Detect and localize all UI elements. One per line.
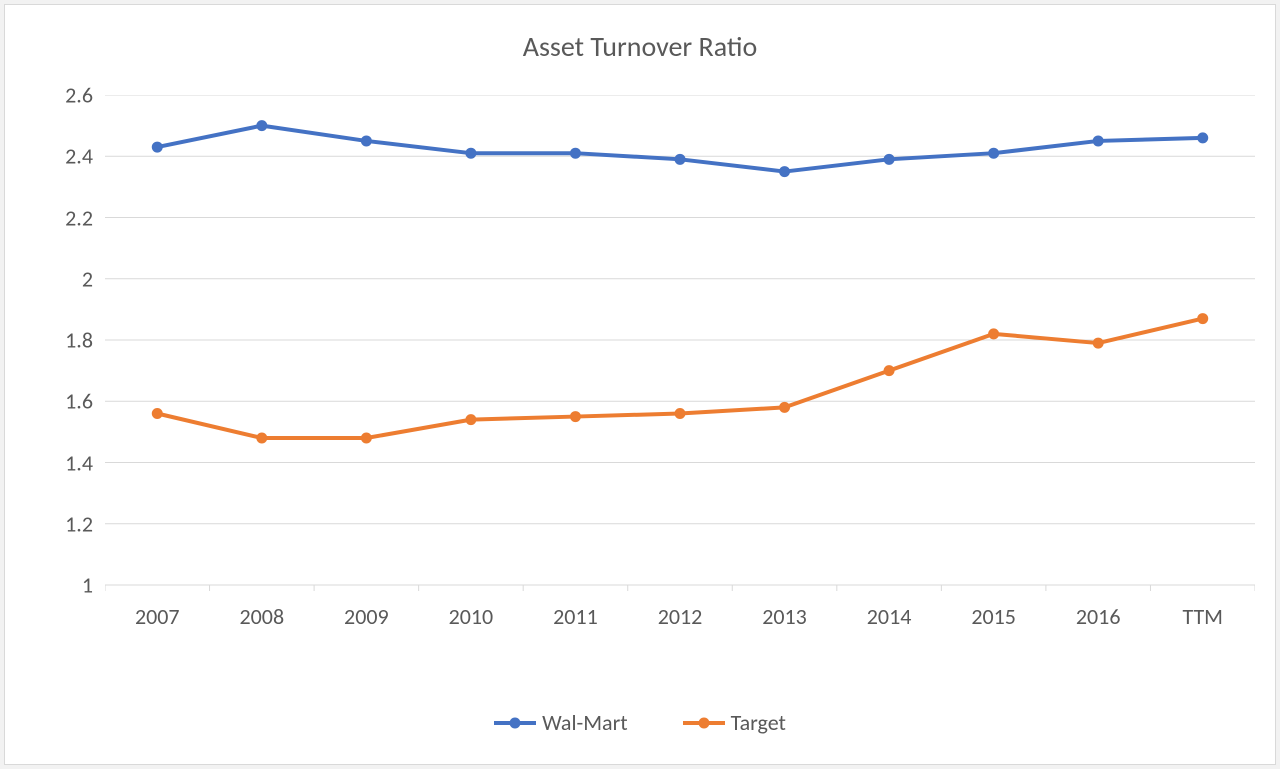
legend-swatch <box>683 716 725 730</box>
series-marker <box>780 167 790 177</box>
series-marker <box>570 148 580 158</box>
legend-item: Wal-Mart <box>494 709 628 736</box>
legend-label: Wal-Mart <box>542 709 628 736</box>
series-marker <box>989 329 999 339</box>
series-marker <box>1198 314 1208 324</box>
series-marker <box>361 136 371 146</box>
x-axis-label: 2008 <box>240 603 285 630</box>
chart-title: Asset Turnover Ratio <box>5 29 1275 64</box>
series-marker <box>257 121 267 131</box>
x-axis-label: 2011 <box>553 603 598 630</box>
y-axis-label: 2.4 <box>65 143 93 170</box>
y-axis-label: 2 <box>82 265 93 292</box>
series-marker <box>884 154 894 164</box>
legend-swatch <box>494 716 536 730</box>
x-axis-label: 2016 <box>1076 603 1121 630</box>
series-marker <box>1093 136 1103 146</box>
series-marker <box>780 402 790 412</box>
page-background: Asset Turnover Ratio Wal-Mart Target 1 1.2… <box>0 0 1280 769</box>
x-axis-label: 2015 <box>971 603 1016 630</box>
legend-item: Target <box>683 709 786 736</box>
series-marker <box>675 154 685 164</box>
plot-area <box>105 95 1255 585</box>
y-axis-label: 1.4 <box>65 449 93 476</box>
series-marker <box>884 366 894 376</box>
series-marker <box>675 409 685 419</box>
series-marker <box>361 433 371 443</box>
series-marker <box>1093 338 1103 348</box>
y-axis-label: 1.6 <box>65 388 93 415</box>
y-axis-label: 1 <box>82 572 93 599</box>
y-axis-label: 2.2 <box>65 204 93 231</box>
x-axis-label: 2007 <box>135 603 180 630</box>
legend-dot-icon <box>698 717 709 728</box>
x-axis-label: TTM <box>1182 603 1223 630</box>
y-axis-label: 2.6 <box>65 82 93 109</box>
series-marker <box>257 433 267 443</box>
x-axis-label: 2014 <box>867 603 912 630</box>
chart-card: Asset Turnover Ratio Wal-Mart Target 1 1.2… <box>4 4 1276 765</box>
x-axis-label: 2013 <box>762 603 807 630</box>
series-marker <box>1198 133 1208 143</box>
series-line <box>157 319 1202 438</box>
series-marker <box>466 148 476 158</box>
x-axis-label: 2012 <box>658 603 703 630</box>
y-axis-label: 1.2 <box>65 510 93 537</box>
legend-label: Target <box>731 709 786 736</box>
x-axis-label: 2010 <box>449 603 494 630</box>
chart-svg <box>105 95 1255 593</box>
x-axis-label: 2009 <box>344 603 389 630</box>
legend: Wal-Mart Target <box>5 709 1275 736</box>
y-axis-label: 1.8 <box>65 327 93 354</box>
series-marker <box>989 148 999 158</box>
series-marker <box>152 142 162 152</box>
series-marker <box>152 409 162 419</box>
series-marker <box>570 412 580 422</box>
legend-dot-icon <box>510 717 521 728</box>
series-marker <box>466 415 476 425</box>
